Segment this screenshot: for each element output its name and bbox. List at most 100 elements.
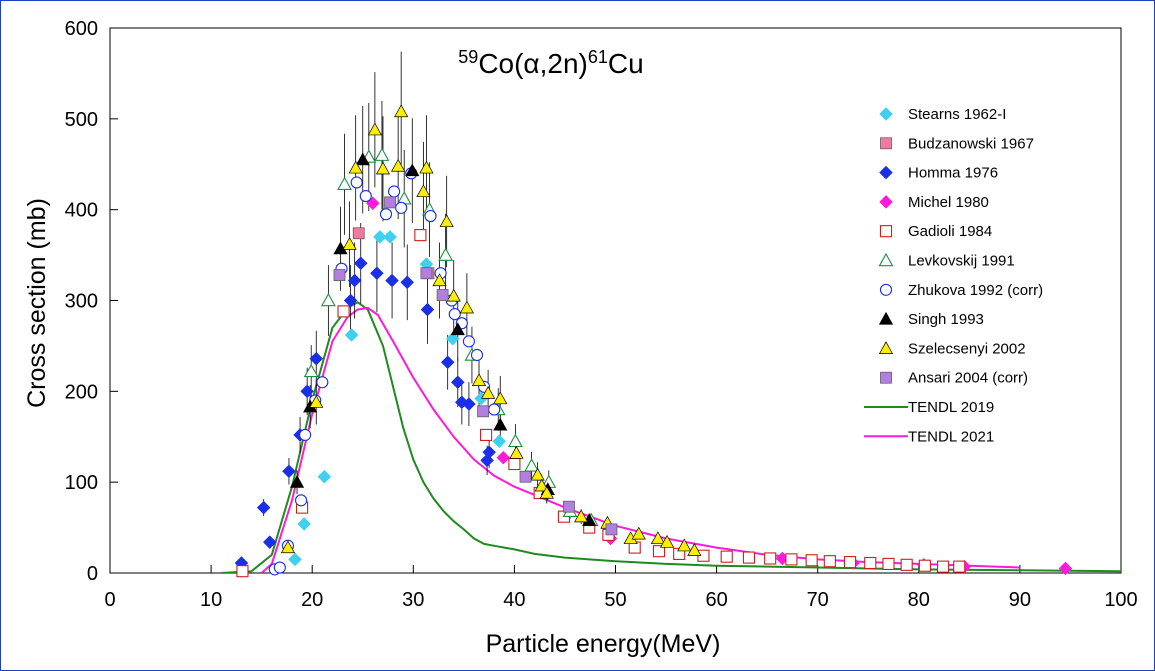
plot-area [109, 27, 1122, 574]
point-levkovskij-1991-11 [524, 458, 540, 472]
point-gadioli-1984-25 [936, 560, 950, 573]
y-tick-label-400: 400 [65, 200, 98, 222]
x-tick-label-80: 80 [908, 589, 930, 611]
x-tick-label-50: 50 [604, 589, 626, 611]
point-gadioli-1984-14 [720, 550, 733, 563]
legend-swatch-levkovskij-1991 [878, 252, 894, 267]
legend-swatch-homma-1976 [879, 165, 893, 180]
legend-label-levkovskij-1991: Levkovskij 1991 [908, 253, 1015, 270]
point-szelecsenyi-2002-28 [687, 543, 702, 556]
point-gadioli-1984-11 [652, 545, 666, 558]
point-szelecsenyi-2002-5 [375, 161, 391, 175]
point-ansari-2004-corr-6 [563, 500, 575, 513]
point-gadioli-1984-26 [953, 560, 966, 573]
point-levkovskij-1991-2 [337, 176, 352, 190]
point-gadioli-1984-20 [843, 556, 857, 569]
point-gadioli-1984-19 [823, 555, 836, 568]
legend: Stearns 1962-I Budzanowski 1967 Homma 1976… [864, 106, 1043, 445]
legend-label-gadioli-1984: Gadioli 1984 [908, 223, 992, 240]
x-tick-label-30: 30 [402, 589, 424, 611]
point-zhukova-1992-corr-17 [448, 308, 461, 321]
point-szelecsenyi-2002-24 [631, 526, 646, 540]
point-zhukova-1992-corr-19 [462, 335, 475, 348]
point-szelecsenyi-2002-1 [309, 395, 324, 408]
series-homma-1976 [234, 256, 496, 570]
point-homma-1976-9 [353, 256, 368, 271]
point-szelecsenyi-2002-11 [439, 214, 454, 228]
point-singh-1993-3 [355, 152, 370, 166]
point-szelecsenyi-2002-8 [416, 184, 431, 198]
point-gadioli-1984-22 [882, 557, 895, 570]
point-szelecsenyi-2002-15 [481, 385, 496, 399]
x-tick-label-90: 90 [1009, 589, 1031, 611]
point-singh-1993-6 [493, 417, 508, 431]
series-szelecsenyi-2002 [280, 104, 702, 556]
point-stearns-1962-i-2 [317, 469, 332, 484]
point-zhukova-1992-corr-4 [299, 428, 312, 442]
point-levkovskij-1991-10 [507, 433, 523, 448]
y-tick-label-200: 200 [65, 381, 98, 403]
point-homma-1976-1 [256, 500, 271, 515]
legend-label-tendl-2019: TENDL 2019 [908, 399, 994, 416]
legend-label-szelecsenyi-2002: Szelecsenyi 2002 [908, 340, 1026, 357]
point-ansari-2004-corr-0 [333, 269, 346, 281]
legend-swatch-gadioli-1984 [879, 225, 893, 238]
point-szelecsenyi-2002-14 [471, 373, 487, 386]
point-zhukova-1992-corr-9 [359, 189, 372, 203]
point-gadioli-1984-17 [785, 553, 798, 566]
point-szelecsenyi-2002-17 [509, 445, 524, 459]
point-szelecsenyi-2002-7 [394, 104, 409, 118]
x-tick-label-100: 100 [1104, 589, 1137, 611]
point-zhukova-1992-corr-22 [488, 403, 501, 416]
point-homma-1976-15 [450, 375, 465, 390]
point-levkovskij-1991-0 [303, 363, 319, 378]
title-prefix-sup: 59 [458, 47, 478, 67]
point-stearns-1962-i-7 [445, 331, 460, 346]
y-tick-label-100: 100 [65, 472, 98, 494]
point-homma-1976-12 [400, 275, 415, 290]
point-szelecsenyi-2002-26 [659, 534, 675, 548]
legend-label-stearns-1962-i: Stearns 1962-I [908, 106, 1006, 123]
axis-ticks: 0 10 20 30 40 50 60 70 80 90 100 0 100 200 300 400 500 60… [65, 18, 1138, 611]
point-stearns-1962-i-9 [492, 434, 507, 449]
point-michel-1980-1 [496, 450, 511, 465]
legend-swatch-stearns-1962-i [879, 107, 893, 121]
point-homma-1976-8 [347, 273, 362, 288]
point-stearns-1962-i-1 [297, 517, 311, 531]
point-ansari-2004-corr-1 [384, 196, 396, 209]
point-ansari-2004-corr-7 [605, 523, 618, 536]
legend-label-homma-1976: Homma 1976 [908, 165, 998, 182]
x-axis-title: Particle energy(MeV) [486, 630, 721, 658]
point-szelecsenyi-2002-18 [530, 467, 545, 481]
point-stearns-1962-i-0 [288, 552, 302, 567]
point-gadioli-1984-2 [337, 305, 350, 318]
y-tick-label-600: 600 [65, 18, 98, 40]
point-budzanowski-1967-0 [352, 227, 365, 240]
point-szelecsenyi-2002-20 [539, 485, 554, 499]
point-levkovskij-1991-7 [438, 247, 454, 261]
legend-label-zhukova-1992-corr: Zhukova 1992 (corr) [908, 282, 1043, 299]
series-ansari-2004-corr [333, 196, 618, 536]
x-tick-label-20: 20 [301, 589, 323, 611]
point-zhukova-1992-corr-1 [273, 561, 286, 574]
point-levkovskij-1991-1 [320, 292, 336, 307]
point-michel-1980-7 [1058, 561, 1073, 576]
point-zhukova-1992-corr-14 [424, 209, 437, 223]
point-szelecsenyi-2002-27 [677, 538, 692, 552]
point-szelecsenyi-2002-0 [280, 540, 296, 554]
point-zhukova-1992-corr-8 [350, 176, 363, 189]
legend-swatch-zhukova-1992-corr [879, 283, 893, 296]
point-homma-1976-13 [420, 302, 435, 317]
point-homma-1976-2 [262, 535, 277, 549]
point-stearns-1962-i-3 [344, 328, 359, 342]
point-gadioli-1984-15 [742, 551, 756, 564]
y-axis-title: Cross section (mb) [23, 198, 51, 408]
point-szelecsenyi-2002-2 [342, 236, 357, 250]
y-tick-label-500: 500 [65, 109, 98, 131]
title-suffix-sup: 61 [588, 47, 608, 67]
point-ansari-2004-corr-2 [420, 267, 433, 280]
point-szelecsenyi-2002-16 [493, 391, 508, 405]
point-szelecsenyi-2002-12 [446, 288, 461, 302]
